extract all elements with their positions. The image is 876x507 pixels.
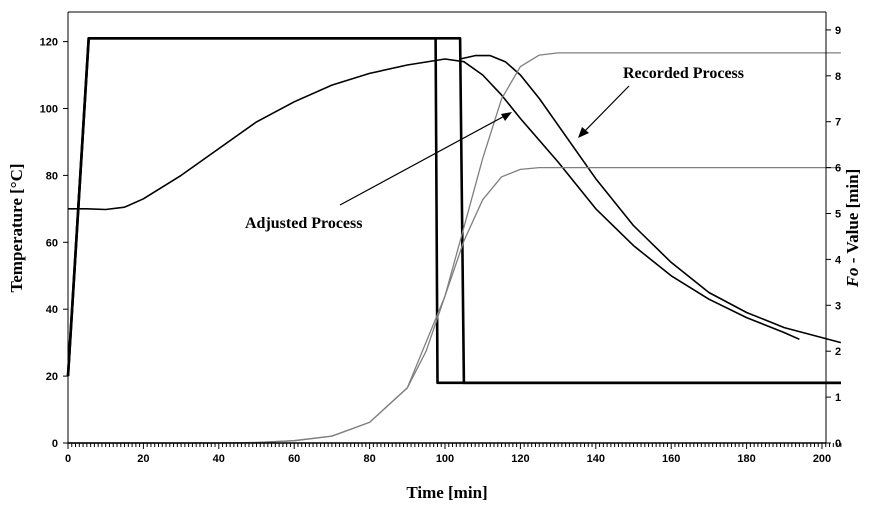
arrowhead-adjusted-process (501, 112, 512, 121)
y-right-tick-label: 6 (835, 163, 841, 175)
x-tick-label: 80 (363, 453, 375, 465)
x-tick-label: 60 (288, 453, 300, 465)
x-tick-label: 180 (737, 453, 755, 465)
arrowhead-recorded-process (578, 127, 589, 138)
tick-layer: 0 20 40 60 80 100 120 140 160 180 2000204060801001… (40, 25, 842, 465)
y-left-tick-label: 0 (52, 438, 58, 450)
y-right-tick-label: 7 (835, 117, 841, 129)
series-layer (66, 36, 842, 444)
x-tick-label: 20 (137, 453, 149, 465)
series-adjusted-core-temperature (68, 58, 800, 341)
x-tick-label: 40 (213, 453, 225, 465)
y-axis-left-title: Temperature [°C] (7, 163, 26, 292)
arrow-recorded-process (579, 85, 630, 137)
y-right-tick-label: 5 (835, 209, 841, 221)
series-recorded-chamber-temperature (66, 36, 841, 385)
x-tick-label: 100 (436, 453, 454, 465)
y-right-tick-label: 8 (835, 71, 841, 83)
y-right-tick-label: 2 (835, 346, 841, 358)
x-tick-label: 140 (587, 453, 605, 465)
series-recorded-core-temperature (459, 54, 842, 344)
y-axis-right-title-rest: - Value [min] (843, 169, 862, 268)
y-left-tick-label: 100 (40, 104, 58, 116)
y-right-tick-label: 4 (835, 254, 842, 266)
y-left-tick-label: 80 (46, 170, 58, 182)
y-left-tick-label: 120 (40, 37, 58, 49)
series-adjusted-chamber-temperature (66, 36, 841, 385)
x-tick-label: 200 (813, 453, 831, 465)
x-tick-label: 160 (662, 453, 680, 465)
series-recorded-fo-value (68, 52, 841, 444)
x-tick-label: 120 (511, 453, 529, 465)
series-adjusted-fo-value (68, 166, 841, 444)
x-axis-title: Time [min] (406, 483, 487, 502)
y-axis-right-title: Fo - Value [min] (843, 169, 862, 289)
annotation-adjusted-process: Adjusted Process (245, 215, 362, 232)
y-right-tick-label: 1 (835, 392, 841, 404)
y-left-tick-label: 60 (46, 237, 58, 249)
x-tick-label: 0 (65, 453, 71, 465)
y-axis-right-title-fo: Fo (843, 267, 862, 288)
y-right-tick-label: 3 (835, 300, 841, 312)
annotation-recorded-process: Recorded Process (623, 65, 744, 82)
y-left-tick-label: 20 (46, 371, 58, 383)
y-right-tick-label: 9 (835, 25, 841, 37)
arrow-adjusted-process (339, 112, 511, 206)
y-right-tick-label: 0 (835, 438, 841, 450)
y-left-tick-label: 40 (46, 304, 58, 316)
